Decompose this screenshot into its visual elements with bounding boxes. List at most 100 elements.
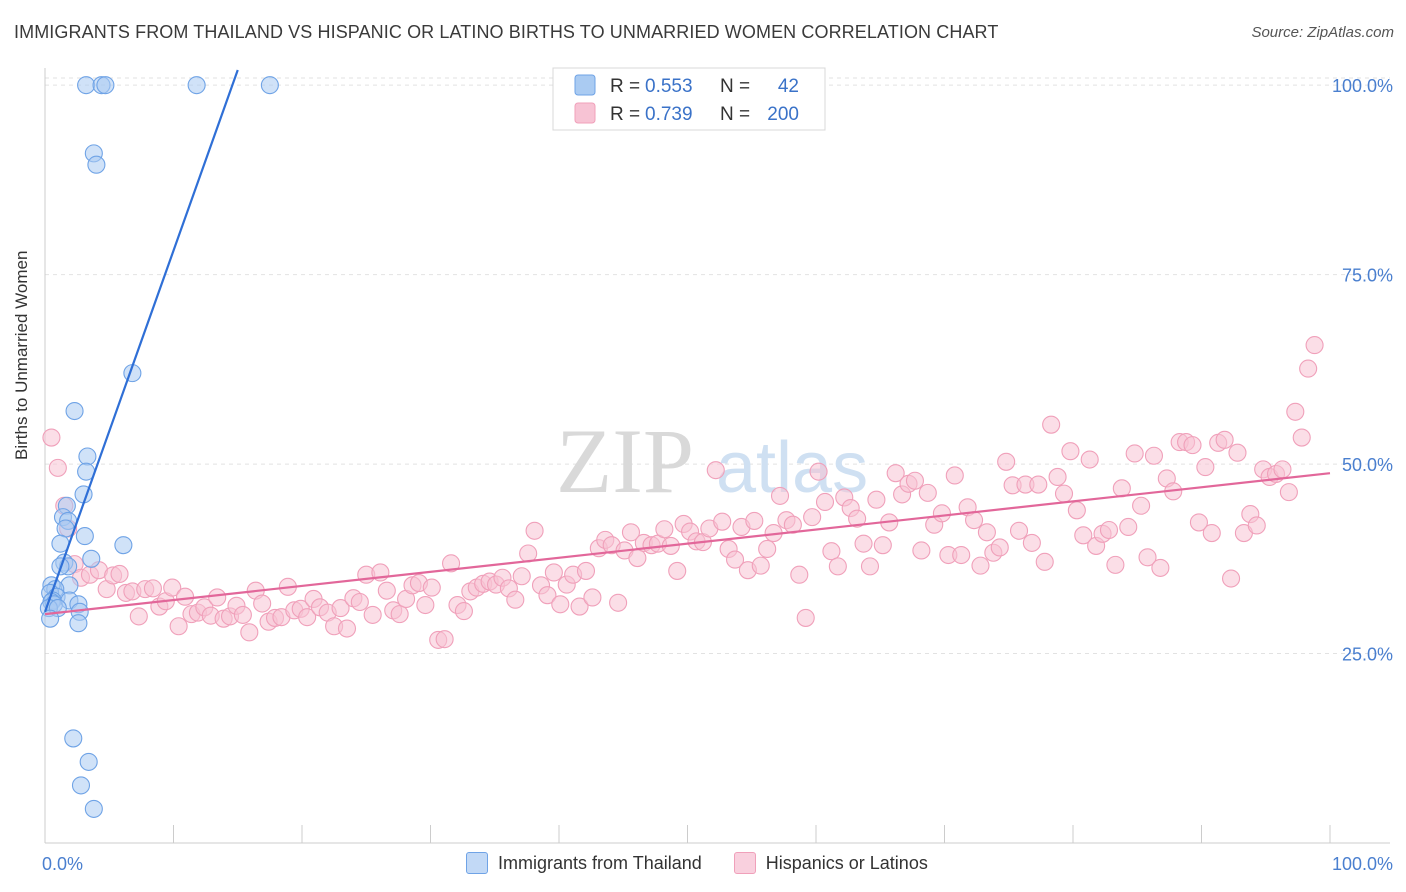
point-hispanic xyxy=(1183,436,1202,455)
point-hispanic xyxy=(129,607,148,626)
point-hispanic xyxy=(952,545,971,565)
point-thailand xyxy=(260,76,279,95)
point-hispanic xyxy=(583,588,602,607)
legend-r-label: R = xyxy=(610,76,640,97)
point-hispanic xyxy=(1279,483,1298,502)
point-hispanic xyxy=(873,536,892,555)
point-hispanic xyxy=(1286,402,1305,421)
point-hispanic xyxy=(1222,569,1241,588)
point-hispanic xyxy=(1074,526,1093,545)
point-hispanic xyxy=(337,619,357,638)
legend-item-hispanic[interactable]: Hispanics or Latinos xyxy=(733,852,928,874)
y-tick-label: 100.0% xyxy=(1332,76,1393,96)
point-hispanic xyxy=(971,556,990,575)
point-hispanic xyxy=(1067,501,1086,520)
legend-swatch xyxy=(574,102,596,124)
trend-line-hispanic xyxy=(44,472,1331,616)
legend-box: R = 0.553 N = 42 R = 0.739 N = 200 xyxy=(552,67,826,131)
point-hispanic xyxy=(867,490,886,509)
x-tick-label: 100.0% xyxy=(1332,854,1393,874)
point-hispanic xyxy=(1151,558,1170,577)
x-tick-label: 0.0% xyxy=(42,854,83,874)
point-hispanic xyxy=(1042,415,1061,434)
y-tick-label: 75.0% xyxy=(1342,266,1393,286)
point-thailand xyxy=(77,76,96,95)
point-thailand xyxy=(78,447,97,466)
gridlines xyxy=(45,77,1390,655)
point-hispanic xyxy=(1292,428,1311,447)
point-hispanic xyxy=(422,578,441,597)
point-hispanic xyxy=(1228,443,1247,462)
point-hispanic xyxy=(1215,430,1234,449)
legend-frame xyxy=(552,67,826,131)
legend-n-label: N = xyxy=(720,104,750,125)
point-hispanic xyxy=(809,462,828,481)
y-tick-label: 50.0% xyxy=(1342,455,1393,475)
point-hispanic xyxy=(390,605,409,624)
point-hispanic xyxy=(1273,460,1292,479)
chart-title: IMMIGRANTS FROM THAILAND VS HISPANIC OR … xyxy=(14,22,999,42)
point-hispanic xyxy=(253,594,272,613)
point-hispanic xyxy=(1119,517,1138,537)
legend-item-thailand[interactable]: Immigrants from Thailand xyxy=(466,852,702,874)
point-hispanic xyxy=(1202,523,1221,543)
point-thailand xyxy=(82,549,101,568)
point-hispanic xyxy=(815,492,835,512)
source-label: Source: ZipAtlas.com xyxy=(1251,24,1394,41)
point-hispanic xyxy=(1305,336,1324,355)
point-hispanic xyxy=(770,486,790,505)
point-hispanic xyxy=(706,461,725,480)
data-points xyxy=(39,76,1324,818)
point-hispanic xyxy=(990,538,1009,557)
point-hispanic xyxy=(912,541,931,560)
point-hispanic xyxy=(1247,516,1266,535)
point-hispanic xyxy=(965,511,984,530)
point-thailand xyxy=(69,614,88,633)
point-hispanic xyxy=(377,581,396,600)
point-hispanic xyxy=(576,561,596,580)
point-thailand xyxy=(87,155,106,174)
point-hispanic xyxy=(828,557,847,576)
point-hispanic xyxy=(977,523,996,542)
point-hispanic xyxy=(918,483,937,502)
point-hispanic xyxy=(1196,458,1215,477)
point-hispanic xyxy=(506,590,525,609)
legend-n-value: 200 xyxy=(767,104,799,125)
point-thailand xyxy=(187,76,206,95)
point-hispanic xyxy=(1009,521,1029,540)
axes xyxy=(44,68,1390,844)
watermark-zip: ZIP xyxy=(556,410,694,512)
point-hispanic xyxy=(363,605,382,624)
point-hispanic xyxy=(945,466,964,485)
point-hispanic xyxy=(551,595,570,614)
point-hispanic xyxy=(233,605,252,624)
point-hispanic xyxy=(1125,444,1144,463)
point-thailand xyxy=(64,729,83,748)
point-hispanic xyxy=(163,578,182,597)
point-hispanic xyxy=(1048,467,1067,487)
trend-lines xyxy=(43,69,1331,616)
point-hispanic xyxy=(169,617,188,636)
point-hispanic xyxy=(435,630,454,649)
point-hispanic xyxy=(796,608,815,627)
point-hispanic xyxy=(628,549,647,568)
legend-swatch-hispanic xyxy=(733,852,756,874)
point-hispanic xyxy=(860,557,880,576)
point-hispanic xyxy=(713,512,732,531)
point-hispanic xyxy=(42,428,61,447)
point-hispanic xyxy=(609,593,628,612)
legend-swatch xyxy=(574,74,596,96)
legend-r-value: 0.739 xyxy=(645,104,693,125)
legend-n-label: N = xyxy=(720,76,750,97)
point-hispanic xyxy=(668,561,687,580)
point-hispanic xyxy=(454,602,473,621)
point-hispanic xyxy=(350,592,369,612)
point-hispanic xyxy=(1061,442,1080,461)
point-thailand xyxy=(114,536,133,555)
tick-labels: 25.0% 50.0% 75.0% 100.0% 0.0% 100.0% xyxy=(42,76,1393,874)
point-thailand xyxy=(75,527,94,546)
point-hispanic xyxy=(1299,359,1318,378)
point-hispanic xyxy=(848,509,867,528)
series-legend: Immigrants from Thailand Hispanics or La… xyxy=(466,852,960,874)
